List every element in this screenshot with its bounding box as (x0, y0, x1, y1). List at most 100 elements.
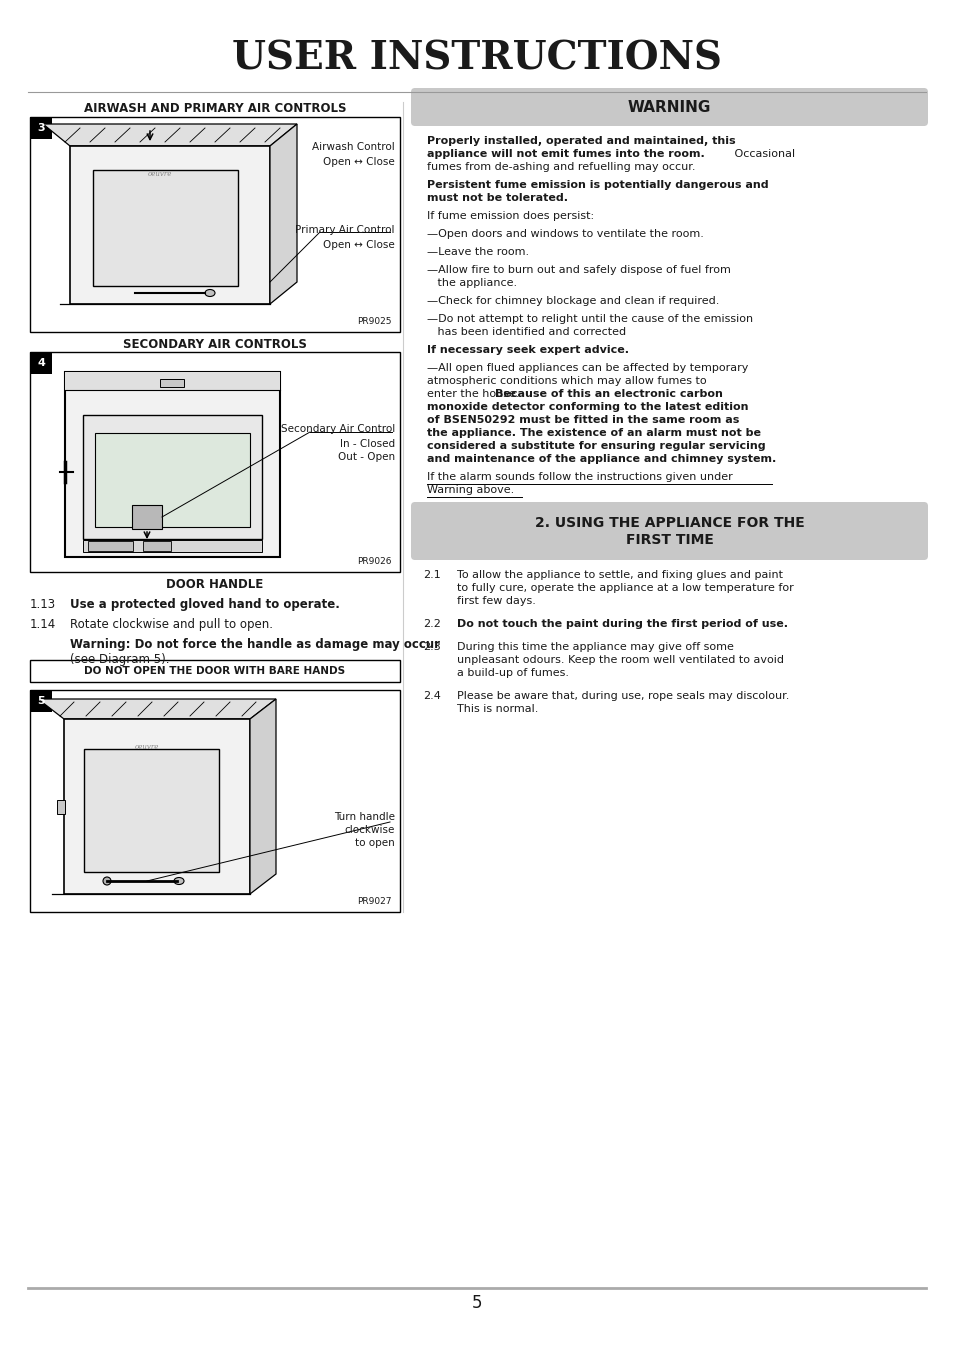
Text: 4: 4 (37, 358, 45, 369)
Text: oeuvre: oeuvre (148, 170, 172, 178)
Text: to open: to open (355, 838, 395, 848)
Text: appliance will not emit fumes into the room.: appliance will not emit fumes into the r… (427, 148, 704, 159)
Text: Turn handle: Turn handle (334, 811, 395, 822)
Text: —Allow fire to burn out and safely dispose of fuel from: —Allow fire to burn out and safely dispo… (427, 265, 730, 275)
Text: Open ↔ Close: Open ↔ Close (323, 240, 395, 250)
Text: 3: 3 (37, 123, 45, 134)
Bar (160, 379, 184, 387)
Text: atmospheric conditions which may allow fumes to: atmospheric conditions which may allow f… (427, 377, 706, 386)
Text: the appliance.: the appliance. (427, 278, 517, 288)
Text: Persistent fume emission is potentially dangerous and: Persistent fume emission is potentially … (427, 180, 768, 190)
Bar (30, 117, 52, 139)
Text: (see Diagram 5).: (see Diagram 5). (70, 653, 170, 666)
Text: 2.1: 2.1 (422, 570, 440, 580)
Text: considered a substitute for ensuring regular servicing: considered a substitute for ensuring reg… (427, 441, 765, 451)
Text: Properly installed, operated and maintained, this: Properly installed, operated and maintai… (427, 136, 735, 146)
Text: Primary Air Control: Primary Air Control (295, 225, 395, 235)
Bar (64, 720, 250, 894)
Text: the appliance. The existence of an alarm must not be: the appliance. The existence of an alarm… (427, 428, 760, 437)
Bar (143, 541, 171, 551)
Text: Open ↔ Close: Open ↔ Close (323, 157, 395, 167)
Text: Use a protected gloved hand to operate.: Use a protected gloved hand to operate. (70, 598, 339, 612)
Text: —Leave the room.: —Leave the room. (427, 247, 529, 256)
Text: USER INSTRUCTIONS: USER INSTRUCTIONS (232, 40, 721, 78)
Text: If fume emission does persist:: If fume emission does persist: (427, 211, 594, 221)
Bar (65, 373, 280, 390)
Text: Because of this an electronic carbon: Because of this an electronic carbon (495, 389, 722, 400)
Text: Secondary Air Control: Secondary Air Control (280, 424, 395, 433)
Text: DO NOT OPEN THE DOOR WITH BARE HANDS: DO NOT OPEN THE DOOR WITH BARE HANDS (85, 666, 345, 676)
Text: clockwise: clockwise (344, 825, 395, 836)
Text: Out - Open: Out - Open (337, 452, 395, 462)
Bar (30, 352, 399, 572)
Text: Warning: Do not force the handle as damage may occur: Warning: Do not force the handle as dama… (70, 639, 439, 651)
Bar (83, 414, 262, 539)
Text: has been identified and corrected: has been identified and corrected (427, 327, 625, 338)
Text: Rotate clockwise and pull to open.: Rotate clockwise and pull to open. (70, 618, 273, 630)
Bar (30, 690, 52, 711)
Text: 5: 5 (37, 697, 45, 706)
Text: If the alarm sounds follow the instructions given under: If the alarm sounds follow the instructi… (427, 472, 732, 482)
Text: This is normal.: This is normal. (456, 703, 537, 714)
Text: In - Closed: In - Closed (339, 439, 395, 450)
Bar (132, 505, 162, 529)
Text: 2.3: 2.3 (422, 643, 440, 652)
Text: 1.13: 1.13 (30, 598, 56, 612)
Text: 2.2: 2.2 (422, 620, 440, 629)
Text: —All open flued appliances can be affected by temporary: —All open flued appliances can be affect… (427, 363, 747, 373)
Text: PR9027: PR9027 (357, 896, 392, 906)
Bar (92, 170, 237, 286)
Text: AIRWASH AND PRIMARY AIR CONTROLS: AIRWASH AND PRIMARY AIR CONTROLS (84, 103, 346, 115)
Bar (70, 146, 270, 304)
Bar (95, 433, 250, 526)
Text: of BSEN50292 must be fitted in the same room as: of BSEN50292 must be fitted in the same … (427, 414, 739, 425)
Polygon shape (38, 699, 275, 720)
Text: a build-up of fumes.: a build-up of fumes. (456, 668, 568, 678)
Text: If necessary seek expert advice.: If necessary seek expert advice. (427, 346, 628, 355)
Text: During this time the appliance may give off some: During this time the appliance may give … (456, 643, 733, 652)
Text: PR9026: PR9026 (357, 558, 392, 566)
Bar (30, 117, 399, 332)
Text: —Check for chimney blockage and clean if required.: —Check for chimney blockage and clean if… (427, 296, 719, 306)
Bar (83, 540, 262, 552)
Text: 1.14: 1.14 (30, 618, 56, 630)
Text: WARNING: WARNING (627, 100, 710, 115)
Text: fumes from de-ashing and refuelling may occur.: fumes from de-ashing and refuelling may … (427, 162, 695, 171)
Text: SECONDARY AIR CONTROLS: SECONDARY AIR CONTROLS (123, 338, 307, 351)
Ellipse shape (173, 878, 184, 884)
Text: FIRST TIME: FIRST TIME (625, 533, 713, 547)
Text: 2.4: 2.4 (422, 691, 440, 701)
Text: 2. USING THE APPLIANCE FOR THE: 2. USING THE APPLIANCE FOR THE (534, 516, 803, 531)
Text: oeuvre: oeuvre (134, 743, 159, 751)
Bar (57, 801, 65, 814)
Text: Do not touch the paint during the first period of use.: Do not touch the paint during the first … (456, 620, 787, 629)
Text: monoxide detector conforming to the latest edition: monoxide detector conforming to the late… (427, 402, 748, 412)
Text: enter the house.: enter the house. (427, 389, 522, 400)
Polygon shape (250, 699, 275, 894)
Bar (84, 749, 219, 872)
Text: Occasional: Occasional (730, 148, 794, 159)
Ellipse shape (205, 289, 214, 297)
FancyBboxPatch shape (411, 88, 927, 126)
Bar (30, 660, 399, 682)
FancyBboxPatch shape (411, 502, 927, 560)
Bar (65, 373, 280, 558)
Text: and maintenance of the appliance and chimney system.: and maintenance of the appliance and chi… (427, 454, 776, 464)
Text: unpleasant odours. Keep the room well ventilated to avoid: unpleasant odours. Keep the room well ve… (456, 655, 783, 666)
Text: To allow the appliance to settle, and fixing glues and paint: To allow the appliance to settle, and fi… (456, 570, 782, 580)
Bar (88, 541, 132, 551)
Text: PR9025: PR9025 (357, 317, 392, 325)
Text: first few days.: first few days. (456, 595, 536, 606)
Polygon shape (270, 124, 296, 304)
Text: must not be tolerated.: must not be tolerated. (427, 193, 567, 202)
Text: —Do not attempt to relight until the cause of the emission: —Do not attempt to relight until the cau… (427, 315, 752, 324)
Bar (30, 690, 399, 913)
Text: Please be aware that, during use, rope seals may discolour.: Please be aware that, during use, rope s… (456, 691, 788, 701)
Circle shape (103, 878, 111, 886)
Polygon shape (43, 124, 296, 146)
Text: DOOR HANDLE: DOOR HANDLE (166, 578, 263, 591)
Text: Warning above.: Warning above. (427, 485, 514, 495)
Text: —Open doors and windows to ventilate the room.: —Open doors and windows to ventilate the… (427, 230, 703, 239)
Bar (30, 352, 52, 374)
Text: 5: 5 (471, 1295, 482, 1312)
